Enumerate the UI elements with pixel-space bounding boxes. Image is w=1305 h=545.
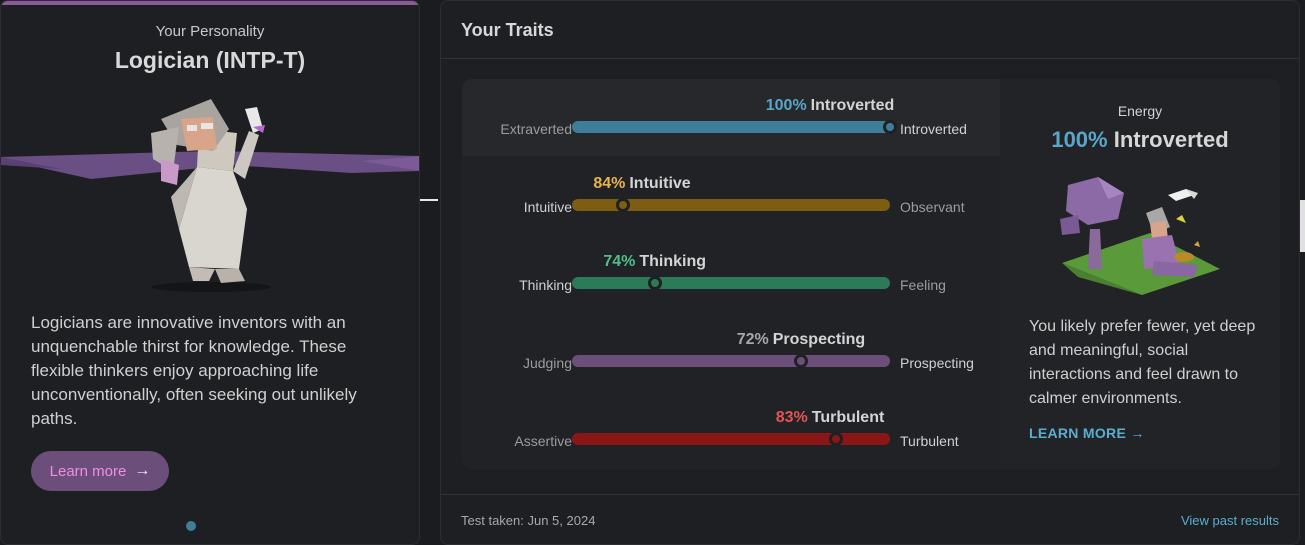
personality-kicker: Your Personality — [155, 23, 265, 40]
trait-name: Intuitive — [629, 175, 691, 192]
card-accent-bar — [1, 1, 419, 5]
view-past-results-link[interactable]: View past results — [1180, 513, 1279, 528]
energy-learn-more-label: LEARN MORE — [1029, 425, 1127, 441]
learn-more-button[interactable]: Learn more → — [31, 451, 169, 491]
trait-right-label: Introverted — [900, 121, 967, 137]
trait-headline: 74% Thinking — [603, 253, 706, 271]
trait-bar — [572, 199, 890, 211]
logician-illustration-image — [1, 99, 419, 292]
scrollbar-thumb[interactable] — [1300, 200, 1305, 252]
trait-bar — [572, 277, 890, 289]
carousel-dot[interactable] — [186, 521, 196, 531]
energy-learn-more-link[interactable]: LEARN MORE → — [1029, 425, 1145, 441]
trait-left-label: Judging — [522, 355, 572, 371]
energy-percent: 100% — [1051, 127, 1108, 152]
trait-name: Turbulent — [811, 409, 885, 426]
energy-description: You likely prefer fewer, yet deep and me… — [1029, 318, 1256, 407]
trait-left-label: Extraverted — [500, 121, 572, 137]
trait-bar — [572, 355, 890, 367]
energy-title: 100% Introverted — [1000, 127, 1280, 153]
introvert-illustration-image — [1060, 177, 1220, 295]
selected-trait-highlight — [462, 79, 1000, 156]
energy-trait-name: Introverted — [1113, 127, 1229, 152]
energy-kicker: Energy — [1117, 103, 1163, 119]
traits-title: Your Traits — [461, 20, 554, 40]
test-taken-date: Test taken: Jun 5, 2024 — [461, 513, 596, 528]
trait-right-label: Turbulent — [900, 433, 959, 449]
trait-knob — [615, 198, 630, 212]
trait-headline: 84% Intuitive — [593, 175, 690, 193]
trait-row[interactable]: 83% Turbulent Assertive Turbulent — [462, 409, 1000, 469]
trait-left-label: Thinking — [519, 277, 572, 293]
trait-headline: 72% Prospecting — [737, 331, 866, 349]
trait-right-label: Feeling — [900, 277, 946, 293]
trait-bar — [572, 121, 890, 133]
trait-percent: 74% — [603, 253, 636, 270]
trait-headline: 83% Turbulent — [776, 409, 885, 427]
trait-headline: 100% Introverted — [766, 97, 895, 115]
trait-row[interactable]: 84% Intuitive Intuitive Observant — [462, 175, 1000, 235]
trait-knob — [883, 120, 897, 134]
trait-knob — [828, 432, 843, 446]
trait-bar — [572, 433, 890, 445]
personality-title: Logician (INTP-T) — [114, 47, 306, 73]
learn-more-label: Learn more — [49, 462, 127, 480]
trait-row[interactable]: 100% Introverted Extraverted Introverted — [462, 97, 1000, 157]
trait-row[interactable]: 74% Thinking Thinking Feeling — [462, 253, 1000, 313]
trait-percent: 84% — [593, 175, 626, 192]
personality-card: Your Personality Logician (INTP-T) Logic… — [0, 0, 420, 545]
trait-left-label: Intuitive — [523, 199, 572, 215]
trait-right-label: Observant — [900, 199, 965, 215]
trait-knob — [793, 354, 808, 368]
traits-footer: Test taken: Jun 5, 2024 View past result… — [441, 494, 1299, 544]
trait-percent: 83% — [775, 409, 808, 426]
traits-card: Your Traits 100% Introverted Extraverted In… — [440, 0, 1300, 545]
pointer-marker — [420, 199, 438, 201]
arrow-right-icon: → — [1130, 425, 1145, 441]
trait-right-label: Prospecting — [900, 355, 974, 371]
trait-row[interactable]: 72% Prospecting Judging Prospecting — [462, 331, 1000, 391]
energy-panel: Energy 100% Introverted — [1000, 79, 1280, 469]
traits-header: Your Traits — [441, 1, 1299, 59]
trait-name: Introverted — [810, 97, 895, 114]
trait-percent: 100% — [765, 97, 807, 114]
trait-name: Prospecting — [772, 331, 866, 348]
trait-knob — [647, 276, 662, 290]
personality-description: Logicians are innovative inventors with … — [31, 313, 357, 428]
trait-left-label: Assertive — [514, 433, 572, 449]
arrow-right-icon: → — [134, 462, 151, 479]
trait-percent: 72% — [736, 331, 769, 348]
trait-name: Thinking — [639, 253, 707, 270]
